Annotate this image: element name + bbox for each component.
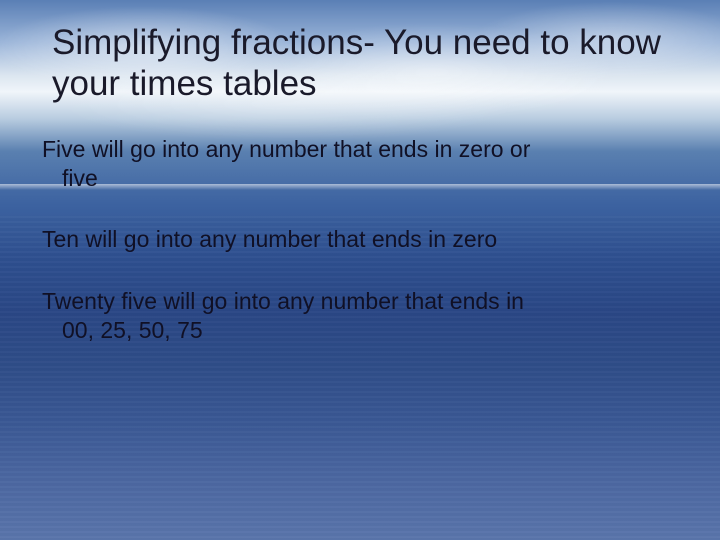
slide-body: Five will go into any number that ends i… [42, 135, 680, 346]
paragraph-1-line2: five [42, 164, 680, 193]
paragraph-3: Twenty five will go into any number that… [42, 287, 680, 346]
paragraph-1-line1: Five will go into any number that ends i… [42, 135, 680, 164]
paragraph-3-line2: 00, 25, 50, 75 [42, 316, 680, 345]
paragraph-1: Five will go into any number that ends i… [42, 135, 680, 194]
slide: Simplifying fractions- You need to know … [0, 0, 720, 540]
paragraph-2-line1: Ten will go into any number that ends in… [42, 225, 680, 254]
paragraph-2: Ten will go into any number that ends in… [42, 225, 680, 254]
slide-title: Simplifying fractions- You need to know … [52, 22, 680, 105]
slide-content: Simplifying fractions- You need to know … [52, 22, 680, 346]
paragraph-3-line1: Twenty five will go into any number that… [42, 287, 680, 316]
